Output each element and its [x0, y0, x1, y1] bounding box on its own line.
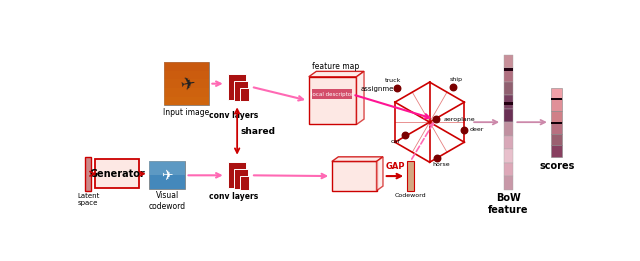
Text: truck: truck: [385, 78, 402, 83]
Point: [400, 132, 410, 137]
FancyBboxPatch shape: [504, 82, 513, 95]
Point: [431, 117, 441, 121]
Text: Latent
space: Latent space: [77, 193, 99, 206]
Polygon shape: [332, 162, 376, 191]
FancyBboxPatch shape: [504, 102, 513, 105]
FancyBboxPatch shape: [164, 71, 209, 79]
FancyBboxPatch shape: [228, 162, 246, 188]
FancyBboxPatch shape: [551, 98, 562, 100]
Text: horse: horse: [433, 162, 450, 167]
Text: ✈: ✈: [180, 75, 198, 96]
Polygon shape: [332, 157, 383, 162]
FancyBboxPatch shape: [551, 99, 562, 111]
FancyBboxPatch shape: [164, 62, 209, 105]
Point: [392, 85, 403, 90]
FancyBboxPatch shape: [164, 97, 209, 105]
FancyBboxPatch shape: [164, 79, 209, 88]
FancyBboxPatch shape: [504, 176, 513, 189]
Text: Codeword: Codeword: [394, 193, 426, 198]
FancyBboxPatch shape: [228, 74, 246, 100]
Polygon shape: [308, 71, 364, 77]
Text: local descriptor: local descriptor: [310, 92, 353, 97]
Text: assignment: assignment: [361, 86, 401, 92]
Text: shared: shared: [241, 127, 276, 135]
FancyBboxPatch shape: [86, 157, 91, 191]
FancyBboxPatch shape: [504, 149, 513, 163]
Text: GAP: GAP: [385, 162, 405, 171]
FancyBboxPatch shape: [312, 90, 352, 99]
Text: ship: ship: [450, 77, 463, 82]
Text: deer: deer: [470, 127, 484, 132]
FancyBboxPatch shape: [504, 163, 513, 176]
FancyBboxPatch shape: [504, 68, 513, 71]
Text: car: car: [391, 139, 401, 144]
FancyBboxPatch shape: [551, 87, 562, 99]
FancyBboxPatch shape: [551, 145, 562, 157]
FancyBboxPatch shape: [551, 134, 562, 145]
FancyBboxPatch shape: [504, 122, 513, 136]
FancyBboxPatch shape: [551, 122, 562, 124]
FancyBboxPatch shape: [504, 136, 513, 149]
FancyBboxPatch shape: [504, 95, 513, 109]
Text: conv layers: conv layers: [209, 111, 259, 120]
FancyBboxPatch shape: [164, 62, 209, 71]
FancyBboxPatch shape: [234, 81, 248, 101]
Text: BoW
feature: BoW feature: [488, 193, 529, 215]
FancyBboxPatch shape: [504, 109, 513, 122]
FancyBboxPatch shape: [234, 169, 248, 189]
FancyBboxPatch shape: [149, 162, 185, 189]
Polygon shape: [308, 77, 356, 124]
Point: [458, 128, 468, 132]
FancyBboxPatch shape: [504, 55, 513, 68]
Text: Input image: Input image: [163, 108, 209, 117]
Text: Visual
codeword: Visual codeword: [148, 192, 186, 211]
Polygon shape: [376, 157, 383, 191]
FancyBboxPatch shape: [551, 122, 562, 134]
Point: [447, 85, 458, 89]
FancyBboxPatch shape: [95, 159, 139, 188]
FancyBboxPatch shape: [240, 176, 250, 190]
FancyBboxPatch shape: [551, 111, 562, 122]
Polygon shape: [356, 71, 364, 124]
Text: ✈: ✈: [161, 168, 173, 182]
Text: conv layers: conv layers: [209, 192, 259, 201]
FancyBboxPatch shape: [149, 162, 185, 175]
FancyBboxPatch shape: [164, 88, 209, 97]
Text: feature map: feature map: [312, 62, 359, 70]
FancyBboxPatch shape: [240, 87, 250, 101]
FancyBboxPatch shape: [504, 68, 513, 82]
Text: Generator: Generator: [89, 169, 145, 179]
Point: [432, 156, 442, 160]
FancyBboxPatch shape: [407, 162, 414, 191]
Text: scores: scores: [539, 161, 574, 171]
Text: aeroplane: aeroplane: [444, 117, 475, 122]
